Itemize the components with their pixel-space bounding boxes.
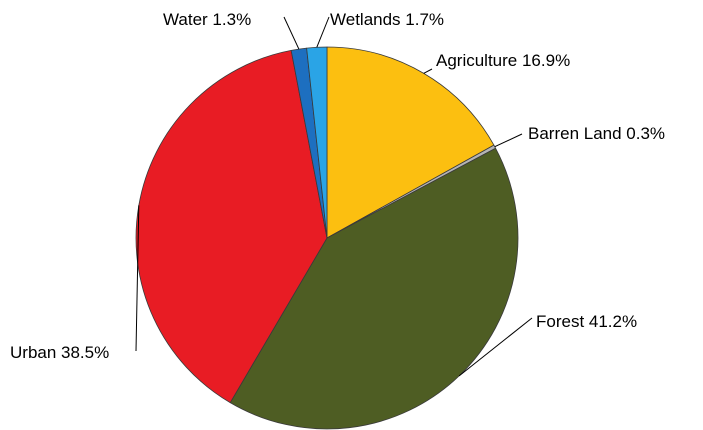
- leader-line-urban: [135, 205, 140, 352]
- pie-slices: [135, 46, 519, 430]
- slice-labels: Agriculture 16.9% Barren Land 0.3% Fores…: [10, 10, 665, 362]
- leader-line-barren-land: [494, 133, 523, 148]
- pie-slice-agriculture: [326, 46, 495, 239]
- label-forest: Forest 41.2%: [536, 312, 637, 331]
- label-urban: Urban 38.5%: [10, 343, 109, 362]
- leader-line-water: [283, 16, 300, 50]
- label-leader-lines: [135, 16, 533, 377]
- label-barren-land: Barren Land 0.3%: [528, 124, 665, 143]
- label-agriculture: Agriculture 16.9%: [436, 51, 570, 70]
- leader-line-forest: [458, 317, 533, 377]
- label-wetlands: Wetlands 1.7%: [330, 10, 444, 29]
- pie-slice-wetlands: [306, 46, 328, 239]
- leader-line-wetlands: [316, 16, 330, 48]
- pie-slice-forest: [229, 147, 519, 430]
- leader-line-agriculture: [423, 68, 433, 74]
- label-water: Water 1.3%: [163, 10, 251, 29]
